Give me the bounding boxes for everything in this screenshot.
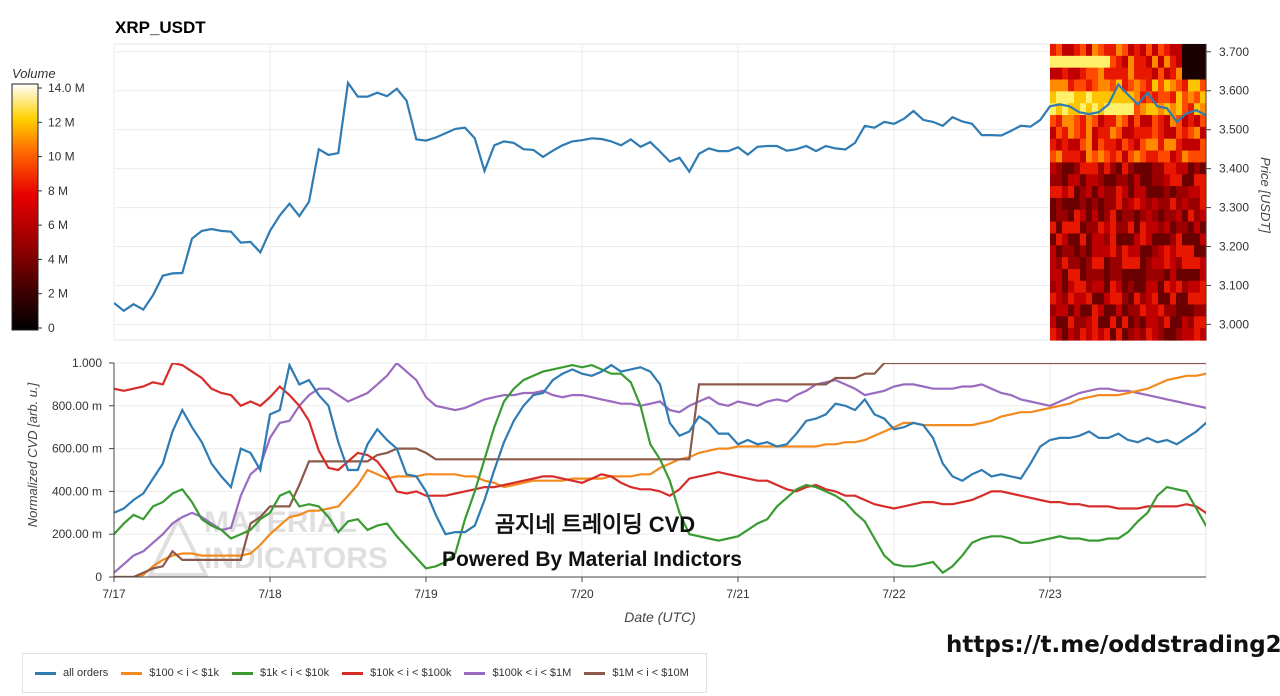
price-tick-label: 3.200	[1219, 240, 1249, 254]
legend-swatch	[121, 671, 143, 675]
cvd-tick-label: 800.00 m	[52, 399, 102, 413]
price-tick-label: 3.500	[1219, 123, 1249, 137]
watermark: MATERIAL INDICATORS	[146, 506, 388, 577]
chart-title: XRP_USDT	[115, 18, 206, 37]
price-panel: 3.000 3.100 3.200 3.300 3.400 3.500 3.600 3.700…	[113, 43, 1273, 341]
legend: all orders $100 < i < $1k $1k < i < $10k $1…	[22, 653, 707, 693]
volume-colorbar	[11, 83, 39, 331]
volume-colorbar-ticks: 0 2 M 4 M 6 M 8 M 10 M 12 M 14.0 M	[38, 81, 85, 335]
cvd-series-line	[114, 363, 1206, 575]
date-tick-label: 7/23	[1038, 587, 1062, 601]
cvd-tick-label: 200.00 m	[52, 527, 102, 541]
colorbar-tick-label: 6 M	[48, 218, 68, 232]
legend-label: $100 < i < $1k	[149, 667, 219, 679]
legend-label: $1M < i < $10M	[612, 667, 689, 679]
cvd-tick-label: 400.00 m	[52, 484, 102, 498]
legend-item[interactable]: $1k < i < $10k	[231, 667, 330, 679]
colorbar-tick-label: 12 M	[48, 115, 75, 129]
price-tick-label: 3.000	[1219, 317, 1249, 331]
x-axis-label: Date (UTC)	[624, 609, 696, 625]
legend-item[interactable]: $100k < i < $1M	[464, 667, 571, 679]
cvd-series-line	[114, 363, 1206, 516]
price-line	[114, 80, 1206, 313]
price-axis-label: Price [USDT]	[1258, 157, 1273, 233]
date-tick-label: 7/22	[882, 587, 906, 601]
overlay-subtitle: Powered By Material Indictors	[442, 548, 742, 571]
cvd-series-line	[114, 372, 1206, 577]
watermark-line2: INDICATORS	[204, 542, 388, 575]
legend-label: $10k < i < $100k	[370, 667, 452, 679]
price-tick-label: 3.700	[1219, 45, 1249, 59]
cvd-panel: MATERIAL INDICATORS 0 200.00 m 400.00 m 600…	[25, 356, 1207, 625]
legend-item[interactable]: $100 < i < $1k	[121, 667, 219, 679]
legend-item[interactable]: $10k < i < $100k	[342, 667, 451, 679]
overlay-title: 곰지네 트레이딩 CVD	[495, 512, 695, 537]
cvd-tick-label: 0	[95, 570, 102, 584]
cvd-series-line	[114, 363, 1206, 536]
price-tick-label: 3.400	[1219, 162, 1249, 176]
volume-colorbar-label: Volume	[12, 66, 56, 81]
colorbar-tick-label: 4 M	[48, 252, 68, 266]
chart-canvas: 02 M4 M6 M8 M10 M12 M14.0 M 3.0003.1003.…	[11, 43, 1273, 625]
cvd-series-line	[114, 363, 1206, 574]
price-tick-label: 3.300	[1219, 201, 1249, 215]
legend-item[interactable]: $1M < i < $10M	[584, 667, 689, 679]
telegram-link[interactable]: https://t.me/oddstrading2	[946, 632, 1280, 658]
cvd-tick-label: 1.000	[72, 356, 102, 370]
legend-label: $100k < i < $1M	[492, 667, 572, 679]
cvd-series-line	[114, 363, 1206, 577]
legend-label: all orders	[63, 667, 109, 679]
colorbar-tick-label: 0	[48, 321, 55, 335]
legend-swatch	[231, 671, 253, 675]
cvd-tick-label: 600.00 m	[52, 442, 102, 456]
legend-swatch	[35, 671, 56, 675]
price-tick-label: 3.600	[1219, 84, 1249, 98]
date-tick-label: 7/19	[414, 587, 438, 601]
colorbar-tick-label: 8 M	[48, 184, 68, 198]
volume-heatmap	[1050, 44, 1207, 341]
legend-item[interactable]: all orders	[35, 667, 108, 679]
legend-swatch	[342, 671, 364, 675]
legend-swatch	[464, 671, 486, 675]
date-tick-label: 7/18	[258, 587, 282, 601]
colorbar-tick-label: 14.0 M	[48, 81, 85, 95]
colorbar-tick-label: 10 M	[48, 150, 75, 164]
colorbar-tick-label: 2 M	[48, 287, 68, 301]
price-tick-label: 3.100	[1219, 278, 1249, 292]
legend-swatch	[584, 671, 606, 675]
legend-label: $1k < i < $10k	[259, 667, 330, 679]
date-tick-label: 7/17	[102, 587, 126, 601]
watermark-logo-icon	[146, 515, 210, 577]
date-tick-label: 7/21	[726, 587, 750, 601]
date-tick-label: 7/20	[570, 587, 594, 601]
cvd-axis-label: Normalized CVD [arb. u.]	[25, 382, 40, 527]
